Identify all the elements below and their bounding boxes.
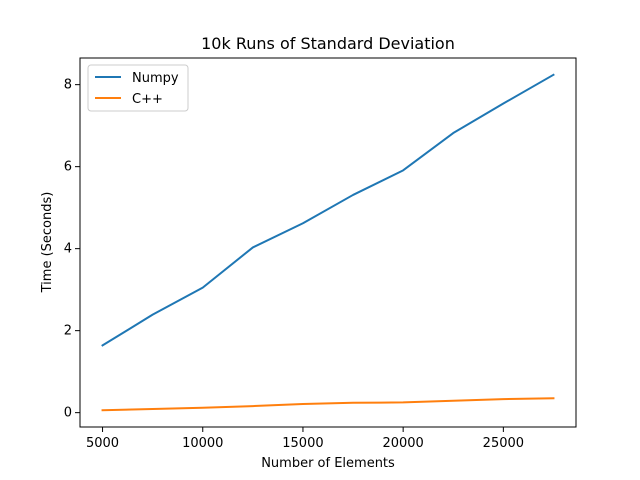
y-axis: 0 2 4 6 8 <box>64 78 80 421</box>
series-line-cplusplus <box>101 397 555 412</box>
legend-label-numpy: Numpy <box>132 71 179 86</box>
legend: Numpy C++ <box>87 64 189 112</box>
y-tick-label: 2 <box>64 324 72 339</box>
x-axis: 5000 10000 15000 20000 25000 <box>86 427 524 451</box>
y-tick-label: 8 <box>64 78 72 93</box>
series-layer <box>101 73 555 412</box>
x-axis-label: Number of Elements <box>261 456 395 471</box>
x-tick-label: 15000 <box>282 436 323 451</box>
x-tick-label: 20000 <box>382 436 423 451</box>
y-tick-label: 6 <box>64 160 72 175</box>
y-tick-label: 4 <box>64 242 72 257</box>
plot-frame <box>79 57 577 428</box>
x-tick-label: 25000 <box>483 436 524 451</box>
y-tick-label: 0 <box>64 406 72 421</box>
x-tick-label: 10000 <box>182 436 223 451</box>
series-line-numpy <box>101 73 555 347</box>
legend-label-cplusplus: C++ <box>132 92 163 107</box>
chart-title: 10k Runs of Standard Deviation <box>201 34 455 53</box>
x-tick-label: 5000 <box>86 436 119 451</box>
y-axis-label: Time (Seconds) <box>40 192 55 294</box>
